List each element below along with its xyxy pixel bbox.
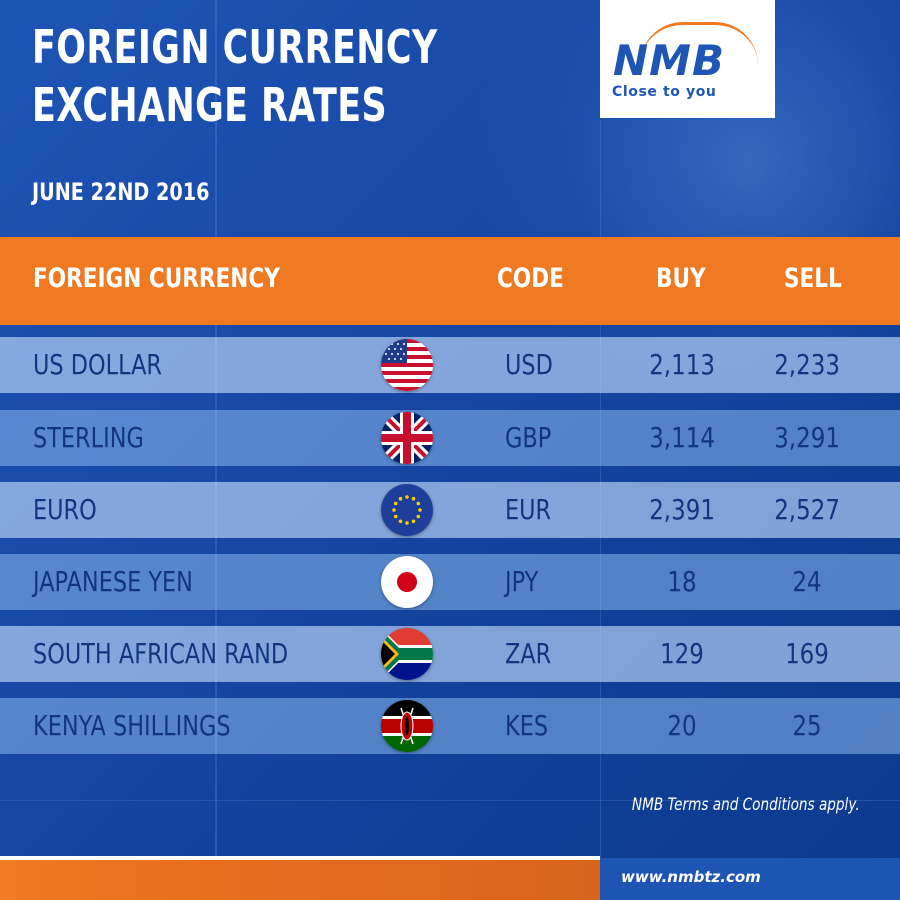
buy-rate: 18 — [667, 565, 697, 598]
currency-name: SOUTH AFRICAN RAND — [33, 637, 289, 670]
footer-orange-bar — [0, 860, 600, 900]
usa-flag-icon — [381, 339, 433, 391]
column-header-code: CODE — [497, 263, 564, 294]
kenya-flag-icon — [381, 700, 433, 752]
table-row: KENYA SHILLINGS KES 20 25 — [0, 698, 900, 754]
column-header-buy: BUY — [656, 263, 706, 294]
table-row: EURO EUR 2,391 2,527 — [0, 482, 900, 538]
currency-name: JAPANESE YEN — [33, 565, 193, 598]
uk-flag-icon — [381, 412, 433, 464]
page-title: FOREIGN CURRENCY EXCHANGE RATES — [32, 18, 438, 134]
table-row: STERLING GBP 3,114 3,291 — [0, 410, 900, 466]
buy-rate: 2,391 — [649, 493, 715, 526]
currency-name: US DOLLAR — [33, 348, 162, 381]
title-line-2: EXCHANGE RATES — [32, 78, 388, 132]
buy-rate: 129 — [660, 637, 704, 670]
background-line — [0, 800, 900, 801]
sell-rate: 3,291 — [774, 421, 840, 454]
currency-name: EURO — [33, 493, 97, 526]
buy-rate: 2,113 — [649, 348, 715, 381]
sell-rate: 169 — [785, 637, 829, 670]
buy-rate: 20 — [667, 709, 697, 742]
currency-code: GBP — [505, 421, 552, 454]
currency-name: KENYA SHILLINGS — [33, 709, 231, 742]
south-africa-flag-icon — [381, 628, 433, 680]
sell-rate: 24 — [792, 565, 822, 598]
rates-date: JUNE 22ND 2016 — [32, 178, 210, 206]
title-line-1: FOREIGN CURRENCY — [32, 20, 438, 74]
website-link[interactable]: www.nmbtz.com — [621, 868, 761, 886]
logo-wordmark: NMB — [613, 36, 725, 85]
sell-rate: 2,233 — [774, 348, 840, 381]
currency-code: EUR — [505, 493, 552, 526]
table-header — [0, 237, 900, 325]
footer-divider — [0, 856, 600, 860]
eu-flag-icon — [381, 484, 433, 536]
logo-tagline: Close to you — [612, 84, 717, 100]
sell-rate: 25 — [792, 709, 822, 742]
currency-code: USD — [505, 348, 553, 381]
logo-swoosh — [640, 22, 758, 65]
buy-rate: 3,114 — [649, 421, 715, 454]
currency-name: STERLING — [33, 421, 144, 454]
footer-blue-bar — [600, 858, 900, 900]
table-row: JAPANESE YEN JPY 18 24 — [0, 554, 900, 610]
sell-rate: 2,527 — [774, 493, 840, 526]
table-row: SOUTH AFRICAN RAND ZAR 129 169 — [0, 626, 900, 682]
column-header-sell: SELL — [784, 263, 842, 294]
terms-note: NMB Terms and Conditions apply. — [632, 795, 860, 815]
japan-flag-icon — [381, 556, 433, 608]
currency-code: KES — [505, 709, 549, 742]
table-row: US DOLLAR USD 2,113 2 — [0, 337, 900, 393]
currency-code: ZAR — [505, 637, 552, 670]
currency-code: JPY — [505, 565, 539, 598]
column-header-currency: FOREIGN CURRENCY — [33, 263, 280, 294]
